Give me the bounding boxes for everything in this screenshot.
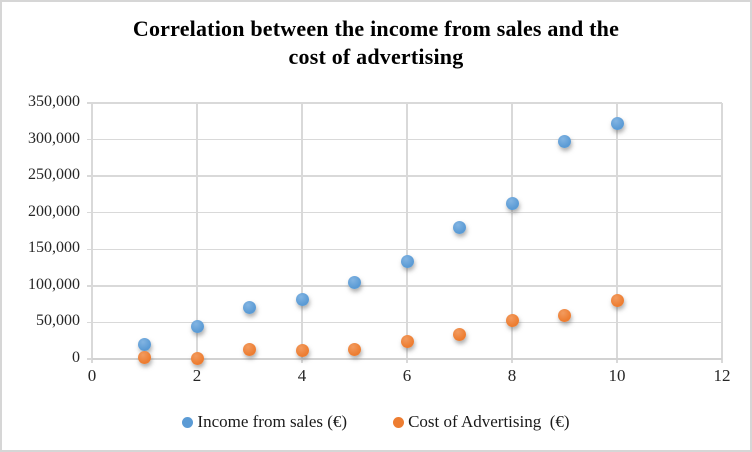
data-point-cost xyxy=(190,351,204,365)
y-tick-label: 0 xyxy=(72,349,80,366)
x-axis-tick xyxy=(721,359,723,363)
legend-label-cost: Cost of Advertising (€) xyxy=(408,412,570,431)
data-point-cost xyxy=(558,308,571,322)
x-tick-label: 4 xyxy=(297,366,307,385)
chart-title-line-1: Correlation between the income from sale… xyxy=(132,16,620,41)
data-point-income xyxy=(558,134,571,148)
gridline-horizontal xyxy=(92,102,722,104)
data-point-cost xyxy=(295,343,309,357)
y-axis-tick xyxy=(87,321,92,324)
y-axis-tick xyxy=(87,175,92,177)
data-point-cost xyxy=(138,351,151,365)
data-point-income xyxy=(610,116,624,130)
x-tick-label: 10 xyxy=(608,366,626,385)
data-point-income xyxy=(243,301,256,315)
data-point-income xyxy=(295,293,309,307)
data-point-cost xyxy=(453,328,466,342)
y-tick-label: 300,000 xyxy=(28,129,80,147)
y-tick-label: 100,000 xyxy=(28,275,80,293)
data-point-cost xyxy=(505,313,519,327)
data-point-income xyxy=(190,319,204,333)
x-tick-label: 8 xyxy=(507,366,517,385)
x-axis-tick xyxy=(301,359,303,363)
data-point-cost xyxy=(400,334,414,348)
x-tick-label: 6 xyxy=(402,366,412,385)
gridline-horizontal xyxy=(92,285,722,287)
gridline-horizontal xyxy=(92,248,722,251)
x-tick-label: 2 xyxy=(192,366,202,385)
y-axis-tick xyxy=(87,138,92,141)
data-point-income xyxy=(348,275,361,289)
y-tick-label: 200,000 xyxy=(28,202,80,220)
gridline-vertical xyxy=(721,103,723,359)
legend-label-income: Income from sales (€) xyxy=(197,412,348,431)
x-tick-label: 0 xyxy=(87,366,97,385)
plot-area: 0 2 4 6 8 10 12 0 50,000 100,000 150,000 200,000 250… xyxy=(28,93,731,385)
data-point-cost xyxy=(610,293,624,307)
chart-title: Correlation between the income from sale… xyxy=(2,15,750,71)
gridline-horizontal xyxy=(92,211,722,214)
cost-series-marker-icon xyxy=(393,416,405,428)
gridline-vertical xyxy=(196,103,198,359)
y-axis-tick xyxy=(87,285,92,287)
y-axis-tick xyxy=(87,358,92,360)
x-axis-tick xyxy=(91,359,93,363)
y-tick-label: 150,000 xyxy=(28,239,80,257)
legend-item-income: Income from sales (€) xyxy=(182,412,347,432)
y-tick-label: 250,000 xyxy=(28,166,80,184)
data-point-income xyxy=(505,196,519,210)
gridline-horizontal xyxy=(92,321,722,324)
data-point-income xyxy=(453,220,466,234)
y-axis-tick xyxy=(87,248,92,251)
y-axis-tick xyxy=(87,211,92,214)
chart-title-line-2: cost of advertising xyxy=(288,44,464,69)
x-tick-label: 12 xyxy=(713,366,731,385)
data-point-cost xyxy=(243,342,256,356)
gridline-vertical xyxy=(511,103,513,359)
x-axis-tick xyxy=(616,359,618,363)
x-axis-tick xyxy=(511,359,513,363)
income-series-marker-icon xyxy=(182,416,194,428)
x-axis-tick xyxy=(406,359,408,363)
data-point-income xyxy=(400,255,414,269)
legend: Income from sales (€) Cost of Advertisin… xyxy=(2,407,750,437)
gridline-horizontal xyxy=(92,175,722,177)
data-point-cost xyxy=(348,342,361,356)
y-tick-label: 50,000 xyxy=(36,312,80,330)
data-point-income xyxy=(138,337,151,351)
gridline-horizontal xyxy=(92,138,722,141)
y-tick-label: 350,000 xyxy=(28,93,80,110)
gridline-vertical xyxy=(406,103,408,359)
gridline-vertical xyxy=(616,103,618,359)
gridline-vertical xyxy=(91,103,93,359)
legend-item-cost: Cost of Advertising (€) xyxy=(393,412,570,432)
y-axis-tick xyxy=(87,102,92,104)
gridline-vertical xyxy=(301,103,303,359)
x-axis-line xyxy=(92,358,722,360)
